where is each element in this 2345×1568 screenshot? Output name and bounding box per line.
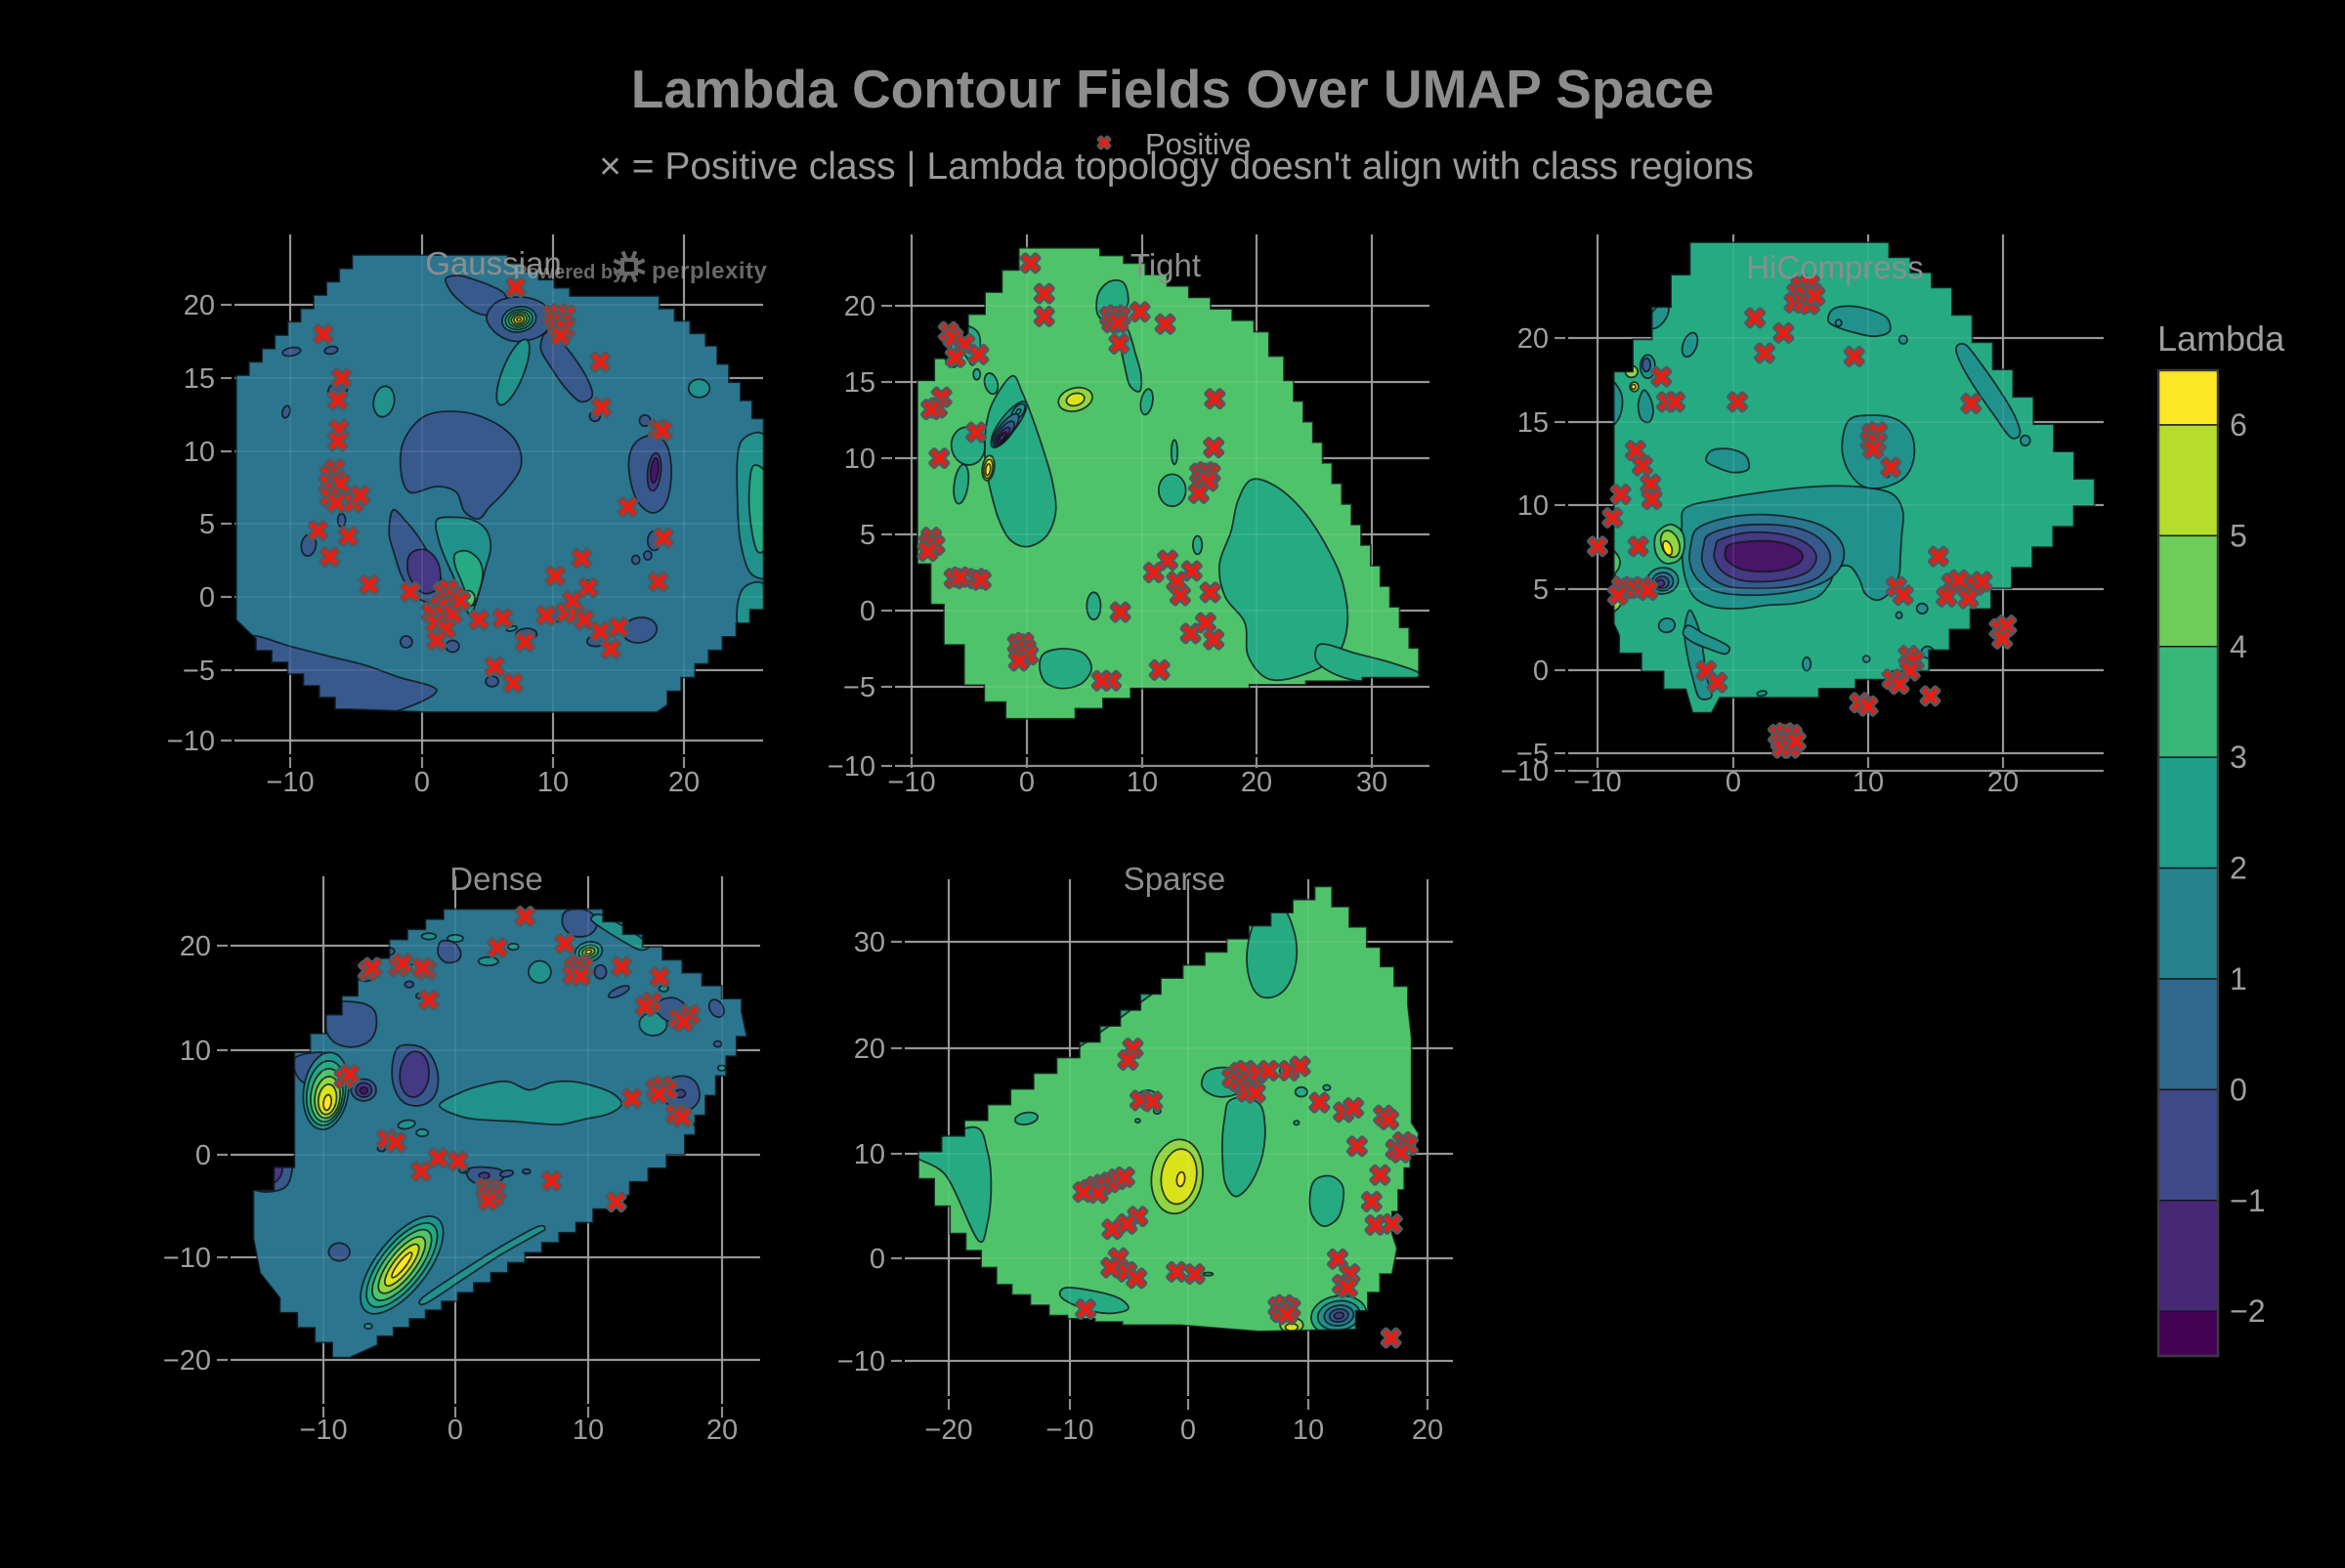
svg-text:Positive: Positive <box>1145 127 1252 161</box>
svg-text:0: 0 <box>1533 656 1549 687</box>
svg-text:0: 0 <box>1019 767 1035 798</box>
svg-text:0: 0 <box>870 1244 885 1275</box>
svg-text:20: 20 <box>844 291 875 322</box>
svg-text:HiCompress: HiCompress <box>1746 249 1924 285</box>
svg-text:4: 4 <box>2230 629 2247 664</box>
svg-text:−10: −10 <box>163 1243 211 1274</box>
svg-text:10: 10 <box>1517 490 1549 522</box>
svg-text:10: 10 <box>844 444 875 475</box>
svg-text:−10: −10 <box>1045 1415 1093 1446</box>
svg-text:−5: −5 <box>183 656 215 687</box>
svg-text:−10: −10 <box>1573 767 1621 798</box>
svg-text:3: 3 <box>2230 740 2247 775</box>
svg-text:20: 20 <box>1241 767 1272 798</box>
svg-text:−5: −5 <box>843 672 875 703</box>
svg-text:0: 0 <box>1180 1415 1196 1446</box>
svg-text:10: 10 <box>180 1036 211 1067</box>
svg-text:Sparse: Sparse <box>1124 861 1226 897</box>
svg-text:30: 30 <box>854 927 885 958</box>
svg-text:15: 15 <box>1517 407 1549 439</box>
svg-text:10: 10 <box>1127 767 1158 798</box>
svg-text:−10: −10 <box>828 751 875 783</box>
svg-text:perplexity: perplexity <box>652 258 768 284</box>
svg-text:2: 2 <box>2230 851 2247 886</box>
svg-text:0: 0 <box>1726 767 1741 798</box>
svg-text:−10: −10 <box>887 767 935 798</box>
svg-text:10: 10 <box>573 1415 604 1446</box>
svg-text:−2: −2 <box>2230 1293 2265 1329</box>
svg-text:0: 0 <box>860 596 875 627</box>
svg-text:Tight: Tight <box>1130 247 1201 283</box>
svg-text:10: 10 <box>1853 767 1884 798</box>
svg-text:−10: −10 <box>266 767 314 798</box>
svg-text:0: 0 <box>199 582 215 614</box>
svg-text:20: 20 <box>1987 767 2019 798</box>
svg-text:× = Positive class | Lambda to: × = Positive class | Lambda topology doe… <box>599 146 1754 188</box>
svg-text:20: 20 <box>184 290 215 321</box>
svg-text:Powered by: Powered by <box>514 262 624 283</box>
svg-text:15: 15 <box>844 367 875 399</box>
svg-text:20: 20 <box>1517 323 1549 355</box>
svg-text:1: 1 <box>2230 961 2247 996</box>
svg-text:Gaussian: Gaussian <box>425 245 561 281</box>
svg-text:20: 20 <box>854 1034 885 1065</box>
svg-text:−1: −1 <box>2230 1183 2265 1218</box>
svg-text:−10: −10 <box>1501 756 1549 787</box>
svg-text:−20: −20 <box>163 1345 211 1377</box>
svg-text:Lambda: Lambda <box>2157 318 2285 359</box>
svg-text:10: 10 <box>1293 1415 1324 1446</box>
svg-text:0: 0 <box>448 1415 463 1446</box>
svg-text:20: 20 <box>180 931 211 962</box>
svg-text:Dense: Dense <box>449 861 542 897</box>
svg-text:10: 10 <box>184 437 215 468</box>
svg-text:−10: −10 <box>167 726 215 757</box>
svg-text:6: 6 <box>2230 407 2247 443</box>
svg-text:5: 5 <box>1533 574 1549 606</box>
svg-text:5: 5 <box>2230 518 2247 553</box>
svg-text:30: 30 <box>1356 767 1387 798</box>
svg-text:−10: −10 <box>299 1415 347 1446</box>
svg-text:0: 0 <box>195 1140 211 1171</box>
svg-text:0: 0 <box>414 767 430 798</box>
svg-text:Lambda Contour Fields Over UMA: Lambda Contour Fields Over UMAP Space <box>631 59 1714 119</box>
svg-text:−20: −20 <box>924 1415 972 1446</box>
svg-text:15: 15 <box>184 363 215 395</box>
svg-text:10: 10 <box>854 1139 885 1170</box>
svg-text:20: 20 <box>706 1415 738 1446</box>
svg-text:20: 20 <box>668 767 700 798</box>
svg-text:−10: −10 <box>837 1346 885 1377</box>
svg-text:10: 10 <box>537 767 569 798</box>
svg-text:5: 5 <box>860 520 875 551</box>
svg-text:−5: −5 <box>1516 739 1549 770</box>
svg-text:5: 5 <box>199 509 215 540</box>
svg-text:20: 20 <box>1412 1415 1443 1446</box>
svg-text:0: 0 <box>2230 1072 2247 1107</box>
